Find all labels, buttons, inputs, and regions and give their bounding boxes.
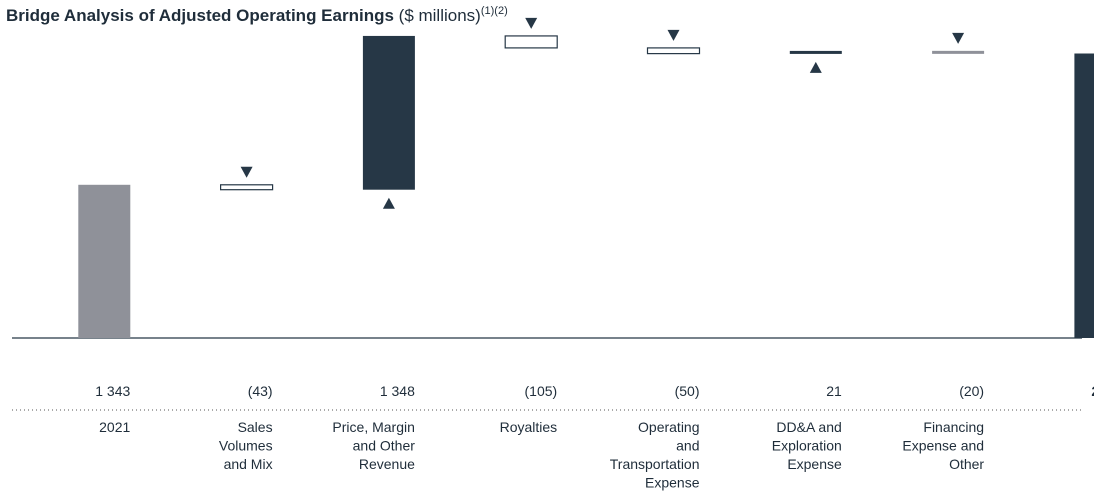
down-arrow-icon-4: [667, 29, 680, 41]
value-label-3: (105): [525, 383, 558, 399]
up-arrow-icon-5: [809, 61, 822, 73]
category-label-1: Sales Volumes and Mix: [219, 419, 273, 472]
bar-5: [789, 50, 842, 54]
chart-title-units: ($ millions): [398, 6, 481, 25]
bar-3: [504, 35, 558, 49]
up-arrow-icon-2: [382, 197, 395, 209]
chart-title-footnotes: (1)(2): [480, 5, 508, 17]
value-label-4: (50): [675, 383, 700, 399]
bar-0: [78, 184, 131, 338]
value-label-0: 1 343: [95, 383, 130, 399]
bar-1: [220, 184, 274, 191]
category-label-4: Operating and Transportation Expense: [610, 419, 700, 491]
value-label-6: (20): [959, 383, 984, 399]
value-label-1: (43): [248, 383, 273, 399]
bar-2: [362, 35, 415, 190]
down-arrow-icon-6: [952, 32, 965, 44]
category-label-6: Financing Expense and Other: [902, 419, 984, 472]
down-arrow-icon-1: [240, 166, 253, 178]
value-label-7: 2 494: [1091, 383, 1094, 399]
chart-title-main: Bridge Analysis of Adjusted Operating Ea…: [6, 6, 394, 25]
value-label-2: 1 348: [380, 383, 415, 399]
category-label-3: Royalties: [500, 419, 558, 435]
chart-title: Bridge Analysis of Adjusted Operating Ea…: [6, 6, 508, 26]
bar-4: [646, 47, 701, 55]
down-arrow-icon-3: [525, 17, 538, 29]
bar-6: [932, 50, 985, 54]
category-label-2: Price, Margin and Other Revenue: [332, 419, 415, 472]
category-label-0: 2021: [99, 419, 130, 435]
value-label-5: 21: [826, 383, 842, 399]
bar-7: [1074, 53, 1094, 338]
category-label-5: DD&A and Exploration Expense: [772, 419, 842, 472]
